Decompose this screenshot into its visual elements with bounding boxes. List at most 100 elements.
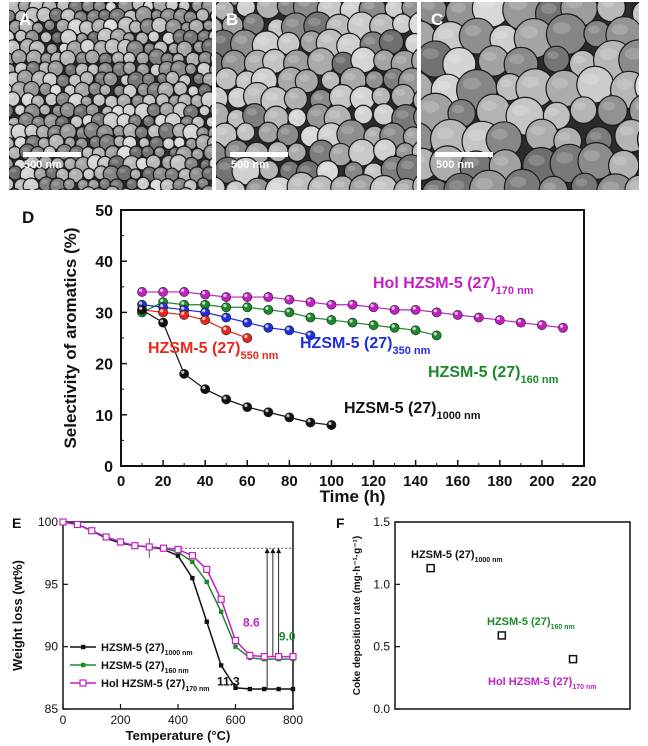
sem-highlight <box>182 24 188 28</box>
sem-highlight <box>352 144 365 153</box>
sem-highlight <box>175 84 182 89</box>
sem-highlight <box>84 170 90 175</box>
sem-highlight <box>82 42 89 47</box>
sem-highlight <box>340 38 352 46</box>
sem-highlight <box>96 74 103 79</box>
chart-selectivity: D 0 20 40 60 80 100 120 140 160 180 200 220 0 10 20 30 40… <box>22 203 597 506</box>
data-point-highlight <box>370 322 374 326</box>
sem-highlight <box>140 139 146 143</box>
sem-highlight <box>303 130 314 137</box>
data-point-highlight <box>139 288 143 292</box>
sem-highlight <box>179 44 187 49</box>
sem-highlight <box>125 34 131 39</box>
sem-highlight <box>195 43 201 47</box>
panel-letter-f: F <box>336 515 345 531</box>
sem-highlight <box>312 145 325 153</box>
data-point <box>200 384 211 395</box>
sem-highlight <box>204 2 212 6</box>
sem-highlight <box>101 137 109 143</box>
panel-letter-b: B <box>226 10 239 29</box>
data-point-highlight <box>265 293 269 298</box>
y-tick-label: 50 <box>95 203 113 220</box>
x-tick-label: 40 <box>197 473 214 490</box>
sem-highlight <box>404 2 414 8</box>
sem-highlight <box>27 10 35 16</box>
sem-highlight <box>216 92 219 98</box>
data-point <box>217 595 225 603</box>
sem-highlight <box>449 180 465 190</box>
sem-particle <box>353 104 374 125</box>
data-point <box>145 543 153 551</box>
sem-highlight <box>81 23 89 28</box>
sem-highlight <box>385 161 398 170</box>
sem-particle <box>624 174 639 190</box>
sem-highlight <box>127 180 133 185</box>
sem-highlight <box>520 26 538 39</box>
sem-particle <box>372 103 396 126</box>
data-point <box>158 317 168 328</box>
sem-particle <box>93 187 105 190</box>
data-point <box>263 322 274 333</box>
series-line <box>62 521 293 658</box>
sem-highlight <box>204 41 212 47</box>
sem-highlight <box>144 75 150 80</box>
sem-highlight <box>321 2 333 10</box>
sem-highlight <box>16 139 22 143</box>
legend-label: HZSM-5 (27)1000 nm <box>101 642 193 657</box>
x-tick-label: 400 <box>168 713 188 727</box>
point-label: HZSM-5 (27)160 nm <box>487 616 575 631</box>
point-label-base: HZSM-5 (27) <box>487 616 551 628</box>
sem-highlight <box>89 33 96 38</box>
data-point-highlight <box>244 334 248 338</box>
sem-texture-a <box>9 2 212 190</box>
series-line <box>141 309 248 339</box>
sem-highlight <box>175 139 181 143</box>
data-point-highlight <box>265 306 269 310</box>
sem-highlight <box>9 66 11 70</box>
data-point <box>221 394 232 405</box>
sem-highlight <box>40 158 48 163</box>
sem-highlight <box>46 95 53 100</box>
data-point <box>431 307 442 318</box>
data-point <box>305 297 316 308</box>
sem-highlight <box>41 179 48 185</box>
sem-highlight <box>20 115 28 121</box>
sem-highlight <box>84 117 90 121</box>
sem-highlight <box>281 72 294 81</box>
sem-highlight <box>422 48 439 60</box>
sem-highlight <box>406 130 416 137</box>
sem-particle <box>636 130 639 149</box>
sem-highlight <box>51 86 57 91</box>
sem-highlight <box>262 164 271 171</box>
sem-particle <box>244 177 272 190</box>
sem-highlight <box>151 52 159 58</box>
sem-highlight <box>77 140 83 144</box>
sem-highlight <box>343 2 356 11</box>
data-point-highlight <box>286 296 290 300</box>
sem-highlight <box>249 183 261 190</box>
data-point <box>275 653 283 661</box>
data-point-highlight <box>181 306 185 310</box>
data-point-highlight <box>307 332 311 336</box>
data-point <box>473 312 484 323</box>
scale-bar-a <box>23 152 81 157</box>
data-point <box>326 315 337 325</box>
sem-particle <box>178 186 193 190</box>
sem-highlight <box>89 181 95 185</box>
sem-particle <box>202 19 212 32</box>
sem-highlight <box>28 53 36 58</box>
legend-label-base: HZSM-5 (27) <box>101 660 165 672</box>
sem-highlight <box>100 11 106 16</box>
sem-highlight <box>187 140 193 144</box>
data-point <box>452 310 463 320</box>
sem-highlight <box>48 45 53 49</box>
sem-particle <box>209 104 212 116</box>
sem-highlight <box>66 139 72 143</box>
sem-highlight <box>167 2 174 5</box>
point-label-sub: 170 nm <box>572 684 596 691</box>
sem-highlight <box>45 148 51 153</box>
data-point <box>242 302 253 313</box>
sem-highlight <box>321 128 334 137</box>
sem-particle <box>62 178 76 190</box>
sem-highlight <box>46 116 53 122</box>
